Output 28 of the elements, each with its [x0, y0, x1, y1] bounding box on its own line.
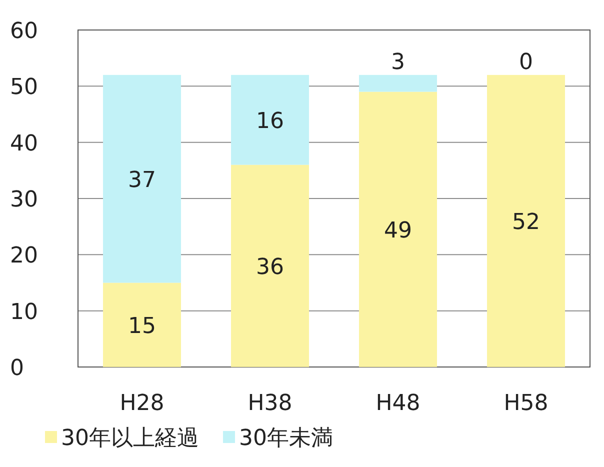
data-label: 0 — [519, 50, 533, 75]
bar — [103, 74, 181, 283]
y-tick-label: 10 — [10, 300, 38, 325]
y-tick-label: 50 — [10, 75, 38, 100]
bar — [231, 74, 309, 165]
x-tick-label: H28 — [120, 391, 164, 416]
data-label: 36 — [256, 254, 284, 280]
bar — [103, 282, 181, 367]
data-label: 37 — [128, 168, 156, 193]
data-label: 52 — [512, 210, 540, 235]
bar — [359, 74, 437, 92]
y-tick-label: 60 — [10, 19, 38, 44]
legend-label: 30年以上経過 — [61, 426, 199, 451]
data-label: 16 — [256, 108, 284, 134]
bar — [231, 164, 309, 367]
y-tick-label: 40 — [10, 131, 38, 156]
y-tick-label: 20 — [10, 244, 38, 269]
y-tick-label: 30 — [10, 188, 38, 212]
bar — [359, 92, 437, 367]
legend-label: 30年未満 — [239, 426, 333, 451]
x-tick-label: H58 — [504, 391, 548, 416]
data-label: 3 — [391, 50, 405, 75]
y-tick-label: 0 — [10, 356, 24, 381]
data-label: 49 — [384, 218, 412, 244]
data-label: 15 — [128, 314, 156, 339]
bar — [487, 74, 565, 367]
x-tick-label: H48 — [376, 391, 420, 416]
x-tick-label: H38 — [248, 391, 292, 416]
